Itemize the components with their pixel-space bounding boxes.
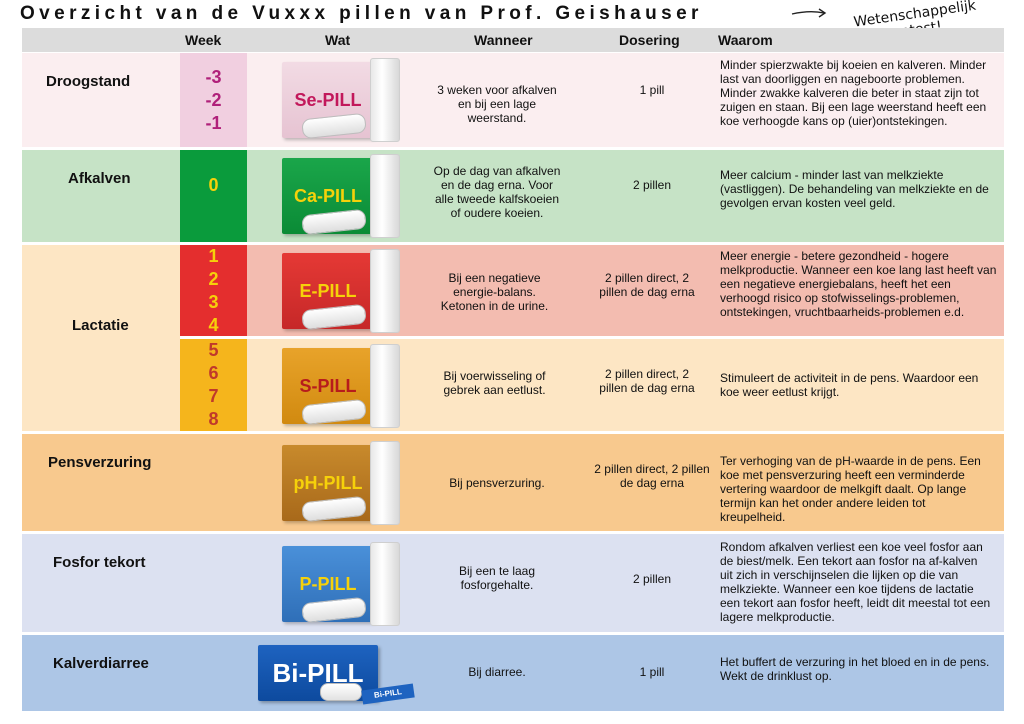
wanneer-text: Bij voerwisseling of gebrek aan eetlust. [443,369,546,397]
row-afkalven: Afkalven 0 Ca-PILL Op de dag van afkalve… [22,150,1004,242]
pill-icon [320,683,362,701]
wanneer-text: 3 weken voor afkalven en bij een lage we… [437,83,557,125]
row-label: Afkalven [68,170,131,187]
product-image: E-PILL [270,247,420,335]
wanneer-text: Bij een negatieve energie-balans. Ketone… [440,271,549,313]
row-label: Droogstand [46,73,131,90]
wanneer-text: Op de dag van afkalven en de dag erna. V… [433,164,561,220]
row-pensverzuring: Pensverzuring pH-PILL Bij pensverzuring.… [22,434,1004,531]
header-wat: Wat [325,32,351,48]
dosering-text: 2 pillen [632,572,672,586]
header-wanneer: Wanneer [474,32,533,48]
vial-icon [370,542,400,626]
week-cell: 0 [180,150,247,242]
dosering-text: 2 pillen direct, 2 pillen de dag erna [599,367,695,395]
row-lactatie-e: 1 2 3 4 E-PILL Bij een negatieve energie… [180,245,1004,336]
week-cell: -3 -2 -1 [180,53,247,147]
product-image: P-PILL [270,540,420,628]
waarom-text: Ter verhoging van de pH-waarde in de pen… [720,454,981,524]
header-dosering: Dosering [619,32,680,48]
waarom-text: Rondom afkalven verliest een koe veel fo… [720,540,991,624]
header-waarom: Waarom [718,32,773,48]
waarom-text: Meer calcium - minder last van melkziekt… [720,168,989,210]
header-week: Week [185,32,222,48]
product-image: S-PILL [270,342,420,430]
vial-icon [370,249,400,333]
product-image: pH-PILL [270,439,420,527]
waarom-text: Meer energie - betere gezondheid - hoger… [720,249,997,319]
week-number: -2 [205,89,222,110]
page-title: Overzicht van de Vuxxx pillen van Prof. … [20,3,703,24]
row-label: Kalverdiarree [53,655,149,672]
week-number: 2 [208,268,219,289]
dosering-text: 2 pillen direct, 2 pillen de dag erna [599,271,695,299]
row-label: Lactatie [72,317,129,334]
row-label: Fosfor tekort [53,554,146,571]
row-kalverdiarree: Kalverdiarree Bi-PILL Bi-PILL Bij diarre… [22,635,1004,711]
product-image: Se-PILL [270,56,420,144]
vial-icon [370,58,400,142]
week-number: 0 [208,175,219,195]
dosering-text: 1 pill [639,83,665,97]
week-number: 7 [208,386,219,406]
week-number: -1 [205,112,222,133]
product-image: Bi-PILL Bi-PILL [258,645,418,705]
row-lactatie-s: 5 6 7 8 S-PILL Bij voerwisseling of gebr… [180,339,1004,431]
week-number: -3 [205,66,222,87]
week-number: 1 [208,245,219,266]
product-image: Ca-PILL [270,152,420,240]
week-number: 3 [208,291,219,312]
week-number: 5 [208,340,219,360]
waarom-text: Het buffert de verzuring in het bloed en… [720,655,990,683]
vial-icon [370,441,400,525]
week-cell: 1 2 3 4 [180,245,247,336]
row-label: Pensverzuring [48,454,152,471]
week-number: 6 [208,363,219,383]
waarom-text: Minder spierzwakte bij koeien en kalvere… [720,58,987,128]
waarom-text: Stimuleert de activiteit in de pens. Waa… [720,371,979,399]
vial-icon [370,344,400,428]
dosering-text: 2 pillen direct, 2 pillen de dag erna [594,462,710,490]
dosering-text: 2 pillen [632,178,672,192]
row-droogstand: Droogstand -3 -2 -1 Se-PILL 3 weken voor… [22,53,1004,147]
arrow-right-icon [791,8,827,18]
week-number: 8 [208,409,219,429]
wanneer-text: Bij een te laag fosforgehalte. [458,564,536,592]
week-cell: 5 6 7 8 [180,339,247,431]
table-header: Week Wat Wanneer Dosering Waarom [22,28,1004,52]
wanneer-text: Bij pensverzuring. [449,476,545,490]
dosering-text: 1 pill [639,665,665,679]
vial-icon [370,154,400,238]
wanneer-text: Bij diarree. [468,665,526,679]
row-fosfor: Fosfor tekort P-PILL Bij een te laag fos… [22,534,1004,632]
week-number: 4 [208,314,219,335]
